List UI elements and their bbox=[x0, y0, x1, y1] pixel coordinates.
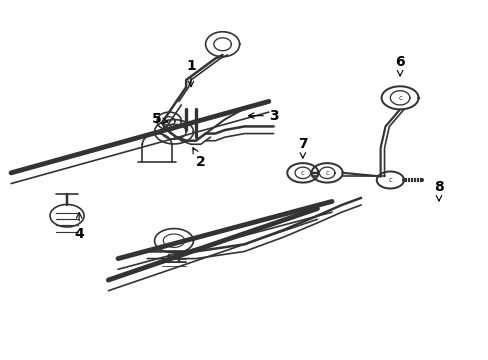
Text: 1: 1 bbox=[186, 59, 196, 87]
Text: 7: 7 bbox=[297, 137, 307, 158]
Text: 3: 3 bbox=[248, 109, 278, 123]
Text: c: c bbox=[387, 177, 391, 183]
Text: 5: 5 bbox=[152, 112, 167, 126]
Text: 4: 4 bbox=[74, 213, 84, 240]
Text: 6: 6 bbox=[394, 55, 404, 76]
Text: c: c bbox=[397, 95, 401, 101]
Text: c: c bbox=[325, 170, 328, 176]
Text: c: c bbox=[300, 170, 304, 176]
Text: 8: 8 bbox=[433, 180, 443, 201]
Text: 2: 2 bbox=[193, 148, 205, 169]
